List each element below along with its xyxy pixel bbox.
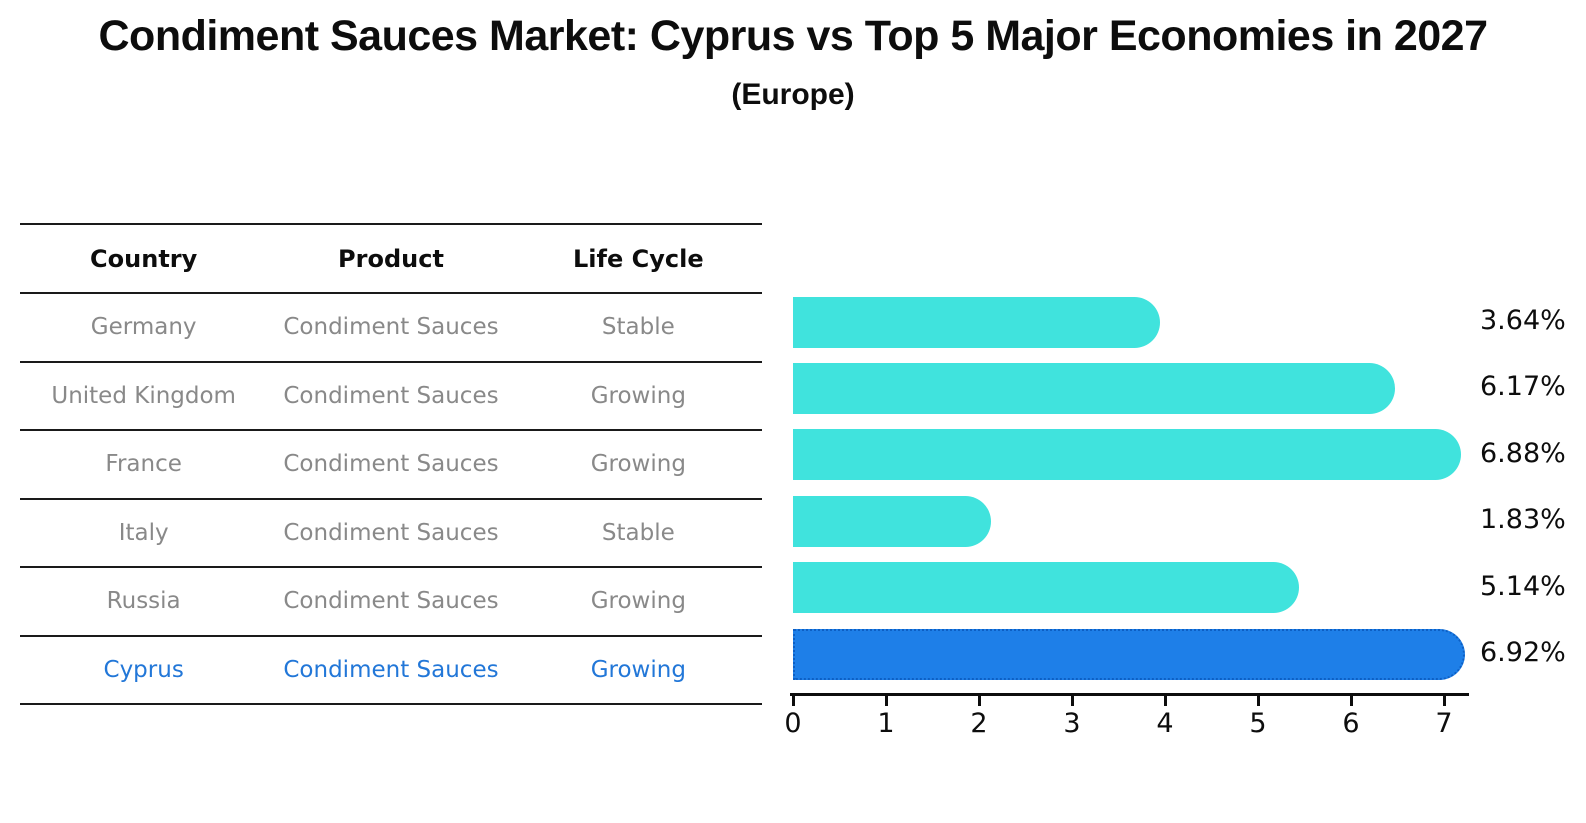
country-cell: France <box>105 451 182 478</box>
x-axis-tick-0 <box>791 696 795 706</box>
bar-italy <box>793 495 992 547</box>
chart-title: Condiment Sauces Market: Cyprus vs Top 5… <box>98 12 1489 60</box>
column-header-product: Product <box>338 244 444 273</box>
column-header-lifecycle: Life Cycle <box>573 244 704 273</box>
table-row-germany: Germany Condiment Sauces Stable <box>20 292 762 361</box>
chart-subtitle: (Europe) <box>731 78 855 111</box>
lifecycle-cell: Growing <box>590 588 686 615</box>
lifecycle-cell: Stable <box>601 314 675 341</box>
x-axis-tick-label-4: 4 <box>1156 708 1174 739</box>
product-cell: Condiment Sauces <box>283 588 499 615</box>
product-cell: Condiment Sauces <box>283 451 499 478</box>
product-cell: Condiment Sauces <box>283 519 499 546</box>
x-axis-tick-label-1: 1 <box>877 708 895 739</box>
lifecycle-cell: Stable <box>601 519 675 546</box>
table-row-united-kingdom: United Kingdom Condiment Sauces Growing <box>20 360 762 430</box>
x-axis-tick-7 <box>1442 696 1446 706</box>
table-row-france: France Condiment Sauces Growing <box>20 429 762 498</box>
column-header-country: Country <box>90 244 198 273</box>
product-cell: Condiment Sauces <box>283 656 499 683</box>
country-cell: Cyprus <box>103 656 184 683</box>
x-axis-tick-2 <box>977 696 981 706</box>
table-row-italy: Italy Condiment Sauces Stable <box>20 497 762 567</box>
x-axis-tick-label-7: 7 <box>1435 708 1453 739</box>
bar-france <box>793 429 1461 481</box>
lifecycle-cell: Growing <box>590 451 686 478</box>
x-axis-tick-4 <box>1163 696 1167 706</box>
value-label-germany: 3.64% <box>1480 305 1566 336</box>
value-label-france: 6.88% <box>1480 437 1566 469</box>
country-table: Country Product Life Cycle Germany Condi… <box>20 223 762 705</box>
lifecycle-cell: Growing <box>590 382 686 409</box>
x-axis-tick-3 <box>1070 696 1074 706</box>
product-cell: Condiment Sauces <box>283 382 499 409</box>
table-header-row: Country Product Life Cycle <box>20 223 762 292</box>
bar-cyprus <box>793 628 1465 680</box>
x-axis-line <box>790 693 1469 696</box>
x-axis-tick-5 <box>1256 696 1260 706</box>
x-axis-tick-label-0: 0 <box>784 708 802 739</box>
x-axis-tick-label-6: 6 <box>1342 708 1360 739</box>
country-cell: United Kingdom <box>51 382 236 409</box>
value-label-italy: 1.83% <box>1480 504 1566 536</box>
bar-germany <box>793 296 1160 348</box>
x-axis-tick-1 <box>884 696 888 706</box>
table-row-cyprus: Cyprus Condiment Sauces Growing <box>20 634 762 705</box>
x-axis-tick-label-3: 3 <box>1063 708 1081 739</box>
country-cell: Italy <box>118 519 169 546</box>
x-axis-tick-label-5: 5 <box>1249 708 1267 739</box>
x-axis-tick-label-2: 2 <box>970 708 988 739</box>
bar-russia <box>793 562 1300 614</box>
lifecycle-cell: Growing <box>590 656 686 683</box>
x-axis-tick-6 <box>1349 696 1353 706</box>
value-label-russia: 5.14% <box>1480 570 1566 602</box>
table-row-russia: Russia Condiment Sauces Growing <box>20 566 762 635</box>
country-cell: Russia <box>106 588 181 615</box>
country-cell: Germany <box>90 314 197 341</box>
product-cell: Condiment Sauces <box>283 314 499 341</box>
value-label-cyprus: 6.92% <box>1480 637 1566 668</box>
bar-united-kingdom <box>793 362 1395 414</box>
value-label-united-kingdom: 6.17% <box>1480 371 1566 403</box>
